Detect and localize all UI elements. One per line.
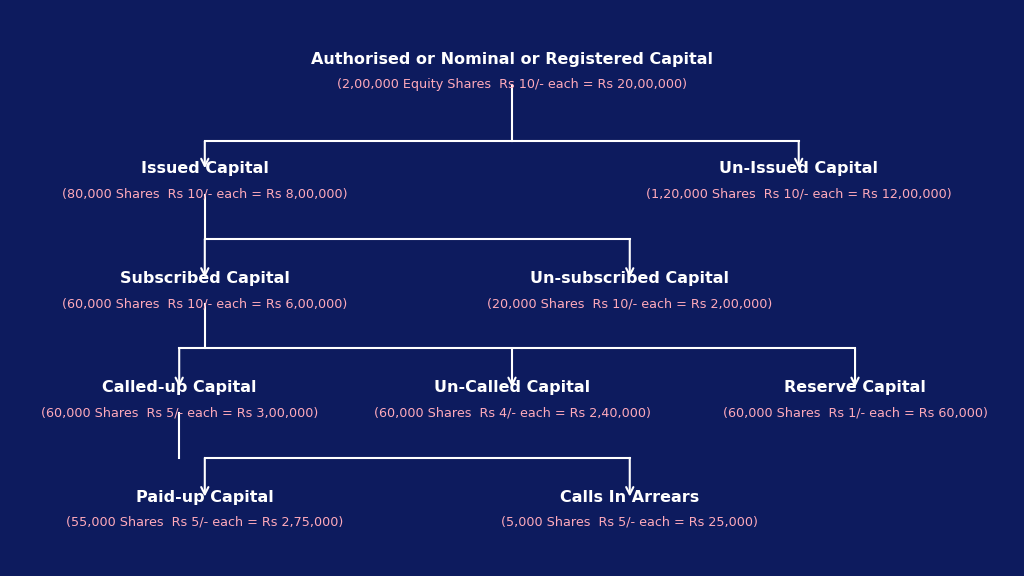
- Text: (60,000 Shares  Rs 4/- each = Rs 2,40,000): (60,000 Shares Rs 4/- each = Rs 2,40,000…: [374, 407, 650, 419]
- Text: (60,000 Shares  Rs 10/- each = Rs 6,00,000): (60,000 Shares Rs 10/- each = Rs 6,00,00…: [62, 297, 347, 310]
- Text: (2,00,000 Equity Shares  Rs 10/- each = Rs 20,00,000): (2,00,000 Equity Shares Rs 10/- each = R…: [337, 78, 687, 91]
- Text: (1,20,000 Shares  Rs 10/- each = Rs 12,00,000): (1,20,000 Shares Rs 10/- each = Rs 12,00…: [646, 188, 951, 200]
- Text: Un-Called Capital: Un-Called Capital: [434, 380, 590, 395]
- Text: (20,000 Shares  Rs 10/- each = Rs 2,00,000): (20,000 Shares Rs 10/- each = Rs 2,00,00…: [487, 297, 772, 310]
- Text: Authorised or Nominal or Registered Capital: Authorised or Nominal or Registered Capi…: [311, 52, 713, 67]
- Text: Un-subscribed Capital: Un-subscribed Capital: [530, 271, 729, 286]
- Text: Paid-up Capital: Paid-up Capital: [136, 490, 273, 505]
- Text: Subscribed Capital: Subscribed Capital: [120, 271, 290, 286]
- Text: Calls In Arrears: Calls In Arrears: [560, 490, 699, 505]
- Text: Un-Issued Capital: Un-Issued Capital: [719, 161, 879, 176]
- Text: (60,000 Shares  Rs 1/- each = Rs 60,000): (60,000 Shares Rs 1/- each = Rs 60,000): [723, 407, 987, 419]
- Text: Issued Capital: Issued Capital: [141, 161, 268, 176]
- Text: (55,000 Shares  Rs 5/- each = Rs 2,75,000): (55,000 Shares Rs 5/- each = Rs 2,75,000…: [67, 516, 343, 529]
- Text: (5,000 Shares  Rs 5/- each = Rs 25,000): (5,000 Shares Rs 5/- each = Rs 25,000): [502, 516, 758, 529]
- Text: Called-up Capital: Called-up Capital: [102, 380, 256, 395]
- Text: (60,000 Shares  Rs 5/- each = Rs 3,00,000): (60,000 Shares Rs 5/- each = Rs 3,00,000…: [41, 407, 317, 419]
- Text: (80,000 Shares  Rs 10/- each = Rs 8,00,000): (80,000 Shares Rs 10/- each = Rs 8,00,00…: [62, 188, 347, 200]
- Text: Reserve Capital: Reserve Capital: [784, 380, 926, 395]
